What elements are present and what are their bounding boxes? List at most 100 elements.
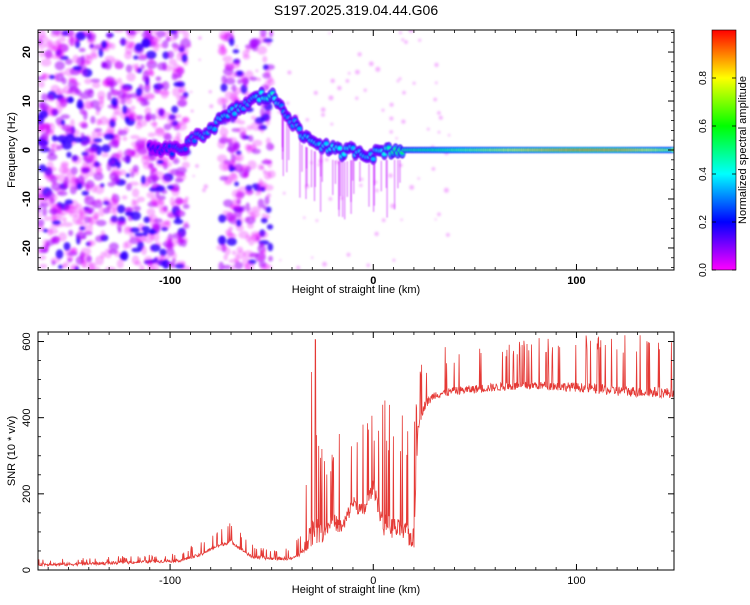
noise-blob [141,245,147,256]
noise-blob [219,127,229,137]
noise-blob [123,225,133,235]
noise-blob [75,203,83,214]
noise-blob [245,234,251,243]
noise-blob [233,91,238,101]
noise-blob [261,160,273,165]
noise-speck [330,78,335,84]
noise-blob [264,195,270,205]
noise-blob [38,81,45,88]
noise-speck [443,187,449,193]
noise-blob [217,97,227,106]
snr-frame [37,331,675,571]
noise-blob [180,265,192,270]
noise-speck [381,108,385,112]
noise-speck [401,38,405,42]
noise-blob [228,37,235,47]
noise-blob [38,42,46,49]
noise-speck [203,184,209,189]
noise-blob [38,219,45,227]
noise-blob [81,190,90,196]
noise-blob [41,93,48,102]
noise-blob [79,211,87,221]
noise-blob [116,161,121,169]
noise-blob [242,54,251,60]
noise-blob [131,255,140,265]
noise-blob [237,186,248,196]
noise-blob [72,65,83,71]
noise-speck [381,218,386,222]
noise-speck [313,90,318,95]
noise-blob [258,242,264,248]
noise-blob [112,111,121,116]
noise-speck [184,196,189,201]
noise-blob [134,232,145,237]
noise-speck [437,212,441,217]
noise-speck [229,35,235,40]
noise-speck [195,164,199,168]
noise-blob [267,242,274,252]
colorbar-label: Normalized spectral amplitude [737,76,749,224]
noise-blob [231,84,237,93]
noise-speck [189,90,193,94]
noise-speck [320,107,326,112]
noise-blob [234,153,244,163]
noise-blob [90,78,101,83]
noise-blob [125,109,135,119]
noise-blob [162,61,168,71]
noise-speck [437,111,441,115]
noise-blob [251,212,257,221]
noise-blob [245,202,250,212]
noise-blob [134,43,144,52]
noise-blob [128,181,140,186]
noise-blob [216,244,228,251]
noise-speck [434,218,437,221]
noise-blob [56,50,65,60]
noise-blob [129,227,140,233]
noise-blob [90,115,96,124]
noise-blob [166,261,175,266]
noise-blob [80,260,87,268]
noise-blob [46,153,58,161]
noise-blob [160,89,169,99]
noise-blob [106,161,112,172]
noise-blob [249,76,258,82]
noise-blob [38,205,42,213]
noise-blob [245,262,255,270]
noise-speck [208,90,212,94]
colorbar-tick-label: 0.8 [698,71,709,85]
noise-blob [116,259,124,269]
noise-speck [321,113,325,117]
noise-blob [79,60,90,66]
noise-blob [38,224,45,232]
noise-blob [177,30,185,34]
snr-ticks: -100 0 100 0 200 400 600 [21,332,674,587]
noise-blob [226,137,238,143]
noise-blob [155,190,160,198]
colorbar-ticks: 0.0 0.2 0.4 0.6 0.8 [698,71,736,277]
noise-blob [265,69,271,76]
noise-blob [268,255,273,262]
noise-blob [176,99,187,107]
noise-speck [396,79,400,83]
noise-blob [86,170,96,177]
x-tick-label: -100 [159,275,181,287]
figure-title: S197.2025.319.04.44.G06 [274,2,438,18]
noise-blob [219,161,230,172]
noise-blob [163,133,172,142]
noise-blob [224,77,236,85]
noise-blob [111,117,118,122]
noise-blob [79,226,86,231]
noise-blob [241,164,249,170]
noise-blob [59,36,66,43]
noise-blob [226,237,237,246]
ridge-core [212,127,217,131]
noise-blob [56,145,63,151]
noise-blob [104,55,115,62]
noise-blob [52,220,61,226]
noise-blob [265,116,271,126]
noise-blob [66,31,77,38]
noise-blob [48,228,59,235]
noise-speck [328,197,333,201]
noise-blob [145,76,150,84]
